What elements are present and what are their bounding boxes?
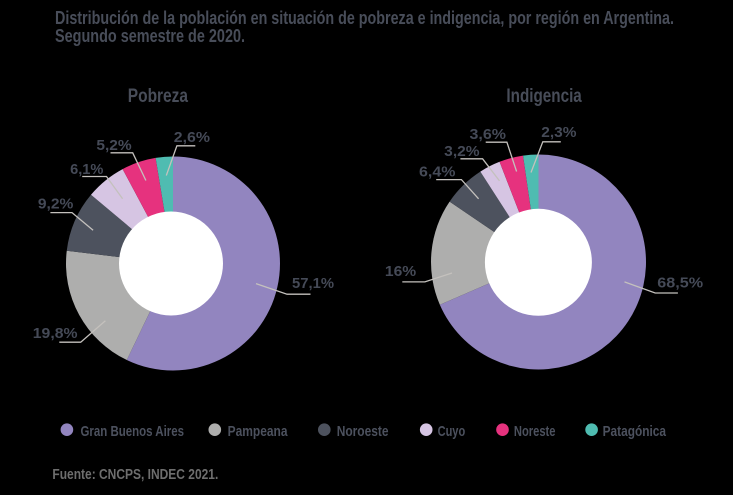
- svg-text:57,1%: 57,1%: [292, 275, 334, 292]
- svg-text:Cuyo: Cuyo: [438, 423, 466, 440]
- svg-text:Noroeste: Noroeste: [337, 423, 389, 440]
- svg-text:3,6%: 3,6%: [470, 126, 506, 143]
- svg-text:3,2%: 3,2%: [444, 143, 479, 160]
- svg-text:2,6%: 2,6%: [174, 129, 210, 146]
- svg-text:Patagónica: Patagónica: [603, 423, 667, 440]
- svg-text:2,3%: 2,3%: [541, 124, 576, 141]
- svg-text:9,2%: 9,2%: [38, 195, 74, 212]
- svg-text:Fuente: CNCPS, INDEC 2021.: Fuente: CNCPS, INDEC 2021.: [52, 467, 218, 483]
- svg-text:19,8%: 19,8%: [33, 325, 78, 342]
- svg-text:Distribución de la población e: Distribución de la población en situació…: [55, 8, 674, 28]
- svg-text:5,2%: 5,2%: [96, 137, 131, 154]
- svg-text:Noreste: Noreste: [514, 423, 556, 440]
- svg-text:68,5%: 68,5%: [657, 275, 703, 292]
- svg-text:Pampeana: Pampeana: [228, 423, 288, 440]
- svg-text:Indigencia: Indigencia: [506, 86, 582, 107]
- svg-text:6,4%: 6,4%: [419, 163, 455, 180]
- svg-text:Segundo semestre de 2020.: Segundo semestre de 2020.: [55, 26, 245, 46]
- svg-text:Gran Buenos Aires: Gran Buenos Aires: [81, 423, 185, 440]
- svg-text:6,1%: 6,1%: [70, 161, 103, 178]
- svg-text:Pobreza: Pobreza: [128, 86, 189, 107]
- svg-text:16%: 16%: [385, 263, 416, 280]
